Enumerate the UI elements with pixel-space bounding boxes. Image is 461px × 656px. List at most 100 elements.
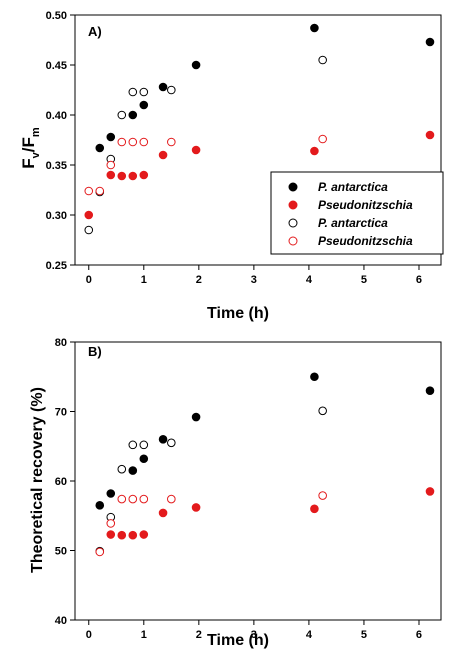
data-point-series-2-filled (310, 504, 319, 514)
data-point-series-1-filled (128, 466, 138, 475)
data-point-series-3-open (117, 464, 127, 474)
y-tick-label: 70 (55, 407, 67, 419)
data-point-series-4-open (128, 494, 138, 504)
data-point-series-2-filled (106, 530, 116, 539)
data-point-series-2-filled (117, 171, 127, 181)
data-point-series-1-filled (158, 82, 168, 92)
data-point-series-2-filled (425, 487, 435, 496)
data-point-series-1-filled (128, 110, 138, 120)
x-tick-label: 4 (306, 629, 313, 641)
data-point-series-2-filled (191, 145, 201, 155)
data-point-series-1-filled (106, 489, 116, 498)
legend-box (270, 171, 444, 255)
data-point-series-4-open (95, 186, 105, 196)
data-point-series-2-filled (139, 530, 149, 539)
data-point-series-1-filled (425, 37, 435, 47)
data-point-series-1-filled (310, 372, 319, 382)
data-point-series-4-open (128, 137, 138, 147)
data-point-series-2-filled (128, 530, 138, 540)
y-label-a-part1: F (19, 158, 38, 168)
data-point-series-1-filled (191, 60, 201, 70)
legend-marker-3 (288, 218, 298, 228)
y-tick-label: 0.35 (46, 160, 67, 172)
data-point-series-1-filled (425, 386, 435, 395)
data-point-series-4-open (106, 519, 116, 528)
y-tick-label: 0.30 (46, 210, 67, 222)
x-tick-label: 6 (416, 274, 422, 286)
data-points-a (84, 23, 435, 235)
x-axis-a: 0 1 2 3 4 5 6 (86, 265, 422, 286)
data-point-series-4-open (318, 491, 327, 500)
x-tick-label: 2 (196, 274, 202, 286)
x-tick-label: 3 (251, 629, 257, 641)
data-point-series-3-open (139, 87, 149, 97)
x-tick-label: 0 (86, 629, 92, 641)
legend-label-2: Pseudonitzschia (318, 198, 413, 212)
data-point-series-2-filled (106, 170, 116, 180)
panel-label-a: A) (88, 24, 102, 39)
data-point-series-2-filled (128, 171, 138, 181)
plot-frame-a (74, 14, 442, 266)
y-tick-label: 0.25 (46, 260, 67, 272)
data-point-series-4-open (318, 134, 327, 144)
legend-label-1: P. antarctica (318, 180, 388, 194)
x-tick-label: 6 (416, 629, 422, 641)
y-tick-label: 0.45 (46, 60, 67, 72)
data-point-series-2-filled (310, 146, 319, 156)
y-tick-label: 0.40 (46, 110, 67, 122)
data-point-series-4-open (167, 137, 176, 147)
data-point-series-4-open (117, 137, 127, 147)
data-point-series-3-open (318, 55, 327, 65)
data-point-series-4-open (106, 160, 116, 170)
legend: P. antarctica Pseudonitzschia P. antarct… (270, 171, 444, 255)
data-points-b (95, 372, 435, 557)
panel-label-b: B) (88, 344, 102, 359)
data-point-series-2-filled (158, 508, 168, 518)
y-tick-label: 50 (55, 546, 67, 558)
x-tick-label: 1 (141, 274, 147, 286)
y-axis-label-a: Fv/Fm (19, 127, 42, 169)
data-point-series-1-filled (191, 412, 201, 422)
data-point-series-3-open (117, 110, 127, 120)
data-point-series-2-filled (117, 530, 127, 540)
y-axis-label-b: Theoretical recovery (%) (29, 387, 46, 573)
plot-frame-b (74, 341, 442, 621)
data-point-series-3-open (167, 85, 176, 95)
legend-marker-1 (288, 182, 298, 192)
y-tick-label: 0.50 (46, 10, 67, 22)
data-point-series-2-filled (191, 503, 201, 512)
x-tick-label: 0 (86, 274, 92, 286)
data-point-series-4-open (95, 547, 105, 557)
y-label-a-sub2: m (30, 127, 42, 137)
data-point-series-3-open (84, 225, 94, 235)
data-point-series-1-filled (95, 501, 105, 510)
data-point-series-1-filled (95, 143, 105, 153)
legend-marker-4 (288, 236, 298, 246)
data-point-series-3-open (139, 440, 149, 450)
data-point-series-1-filled (158, 435, 168, 444)
data-point-series-3-open (128, 87, 138, 97)
data-point-series-4-open (139, 137, 149, 147)
y-label-a-part2: /F (19, 137, 38, 152)
x-axis-label-b: Time (h) (207, 632, 269, 649)
x-tick-label: 5 (361, 629, 367, 641)
data-point-series-1-filled (139, 454, 149, 464)
x-tick-label: 2 (196, 629, 202, 641)
data-point-series-1-filled (310, 23, 319, 33)
data-point-series-4-open (139, 494, 149, 504)
legend-label-4: Pseudonitzschia (318, 234, 413, 248)
data-point-series-4-open (167, 494, 176, 504)
data-point-series-1-filled (106, 132, 116, 142)
data-point-series-2-filled (425, 130, 435, 140)
data-point-series-2-filled (158, 150, 168, 160)
y-tick-label: 80 (55, 337, 67, 349)
y-label-a-sub1: v (30, 151, 42, 158)
x-tick-label: 4 (306, 274, 313, 286)
data-point-series-4-open (84, 186, 94, 196)
x-axis-b: 0 1 2 3 4 5 6 (86, 620, 422, 641)
legend-marker-2 (288, 200, 298, 210)
y-tick-label: 60 (55, 476, 67, 488)
legend-label-3: P. antarctica (318, 216, 388, 230)
y-axis-b: 40 50 60 70 80 (55, 337, 75, 627)
